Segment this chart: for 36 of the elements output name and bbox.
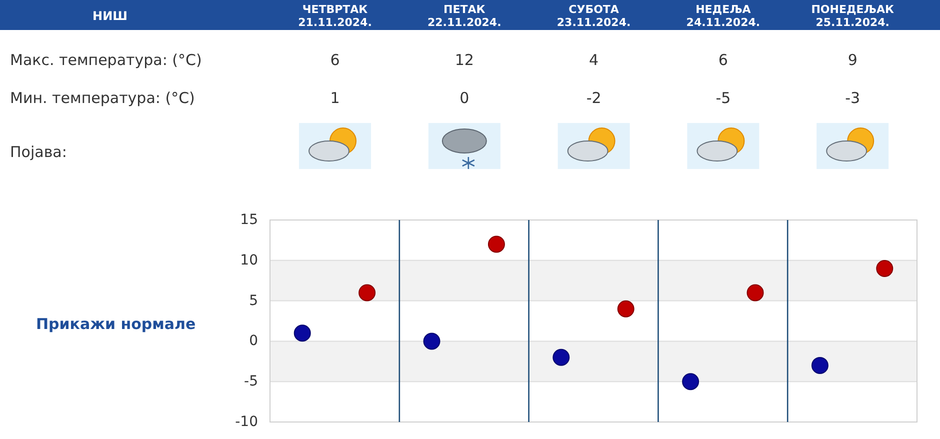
text: НИШ [92,9,128,23]
point [876,260,894,277]
y-tick-label: 10 [240,252,258,268]
point [682,373,700,390]
data-label: -2 [586,89,602,107]
point [358,284,376,302]
category-label: ПЕТАК 22.11.2024. [428,3,502,29]
point [811,356,828,374]
data-label: 4 [589,51,599,69]
y-tick-label: -10 [235,414,258,430]
category-label: ПОНЕДЕЉАК 25.11.2024. [811,3,894,29]
y-tick-label: 5 [249,292,258,309]
category-label: ЧЕТВРТАК 21.11.2024. [298,3,372,29]
point [488,236,505,253]
text: Макс. температура: (°C) [10,51,202,69]
text: Прикажи нормале [36,315,196,333]
category-label: НЕДЕЉА 24.11.2024. [686,3,760,29]
y-tick-label: 0 [249,333,258,350]
y-tick-label: 15 [240,212,258,228]
point [552,348,570,366]
text: Појава: [10,143,67,161]
text: Мин. температура: (°C) [10,89,195,107]
category-label: СУБОТА 23.11.2024. [556,3,631,29]
data-label: 1 [330,89,340,107]
data-label: 9 [848,51,858,69]
data-label: -5 [716,89,731,107]
point [617,300,634,318]
data-label: 0 [460,89,470,107]
data-label: 6 [718,51,728,69]
data-label: -3 [845,89,860,107]
y-tick-label: -5 [244,374,258,390]
point [423,332,440,350]
point [294,324,311,342]
data-label: 12 [454,51,474,69]
point [746,284,764,302]
data-label: 6 [330,51,340,69]
